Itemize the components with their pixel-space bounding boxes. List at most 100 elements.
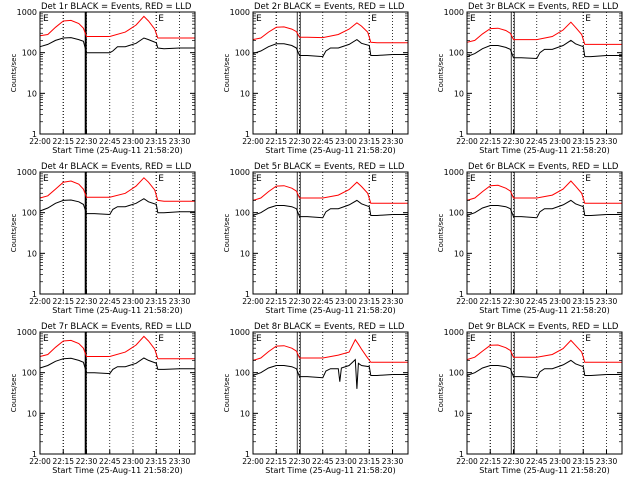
- y-tick-label: 10: [27, 89, 37, 98]
- y-axis-title: Counts/sec: [10, 54, 18, 93]
- y-tick-label: 100: [235, 369, 250, 378]
- lld-series-line: [252, 181, 408, 204]
- marker-label: E: [158, 174, 164, 184]
- x-tick-label: 23:00: [335, 457, 357, 466]
- x-tick-label: 23:30: [169, 297, 191, 306]
- panel-title: Det 2r BLACK = Events, RED = LLD: [254, 2, 405, 12]
- x-tick-label: 22:15: [52, 457, 74, 466]
- x-tick-label: 22:30: [289, 297, 311, 306]
- y-axis-title: Counts/sec: [223, 214, 231, 253]
- y-tick-label: 100: [235, 209, 250, 218]
- y-tick-label: 1: [459, 290, 464, 299]
- marker-label: E: [585, 334, 591, 344]
- x-tick-label: 23:15: [572, 457, 594, 466]
- panel-title: Det 6r BLACK = Events, RED = LLD: [468, 162, 619, 172]
- x-tick-label: 22:45: [99, 457, 121, 466]
- x-axis-title: Start Time (25-Aug-11 21:58:20): [52, 146, 183, 155]
- y-tick-label: 100: [449, 209, 464, 218]
- x-tick-label: 22:30: [76, 137, 98, 146]
- x-tick-label: 22:30: [289, 457, 311, 466]
- lld-series-line: [39, 15, 195, 39]
- y-tick-label: 10: [27, 409, 37, 418]
- plot-frame: [466, 11, 623, 135]
- detector-panel: Det 7r BLACK = Events, RED = LLD E E 1 10 100…: [10, 322, 196, 475]
- y-tick-label: 1: [459, 450, 464, 459]
- marker-label: E: [470, 334, 476, 344]
- detector-panel: Det 4r BLACK = Events, RED = LLD E E 1 10 100…: [10, 162, 196, 315]
- panel-title: Det 4r BLACK = Events, RED = LLD: [41, 162, 192, 172]
- plot-frame: [466, 331, 623, 455]
- x-tick-label: 22:00: [29, 457, 51, 466]
- x-tick-label: 22:15: [265, 137, 287, 146]
- lld-series-line: [39, 177, 195, 202]
- x-tick-label: 22:30: [503, 137, 525, 146]
- x-tick-label: 23:15: [572, 137, 594, 146]
- y-axis-title: Counts/sec: [437, 374, 445, 413]
- x-axis-title: Start Time (25-Aug-11 21:58:20): [52, 306, 183, 315]
- y-tick-label: 1000: [230, 328, 250, 337]
- events-series-line: [252, 199, 408, 219]
- y-tick-label: 1: [32, 290, 37, 299]
- events-series-line: [39, 37, 195, 54]
- detector-panel: Det 8r BLACK = Events, RED = LLD E E 1 10 100…: [223, 322, 409, 475]
- marker-label: E: [158, 14, 164, 24]
- x-axis-title: Start Time (25-Aug-11 21:58:20): [479, 146, 610, 155]
- detector-panel: Det 5r BLACK = Events, RED = LLD E E 1 10 100…: [223, 162, 409, 315]
- x-axis-title: Start Time (25-Aug-11 21:58:20): [52, 466, 183, 475]
- plot-frame: [39, 331, 196, 455]
- x-tick-label: 23:30: [382, 297, 404, 306]
- x-tick-label: 23:30: [382, 137, 404, 146]
- marker-label: E: [43, 334, 49, 344]
- marker-label: E: [470, 174, 476, 184]
- y-tick-label: 1000: [17, 168, 37, 177]
- x-tick-label: 23:15: [358, 457, 380, 466]
- x-tick-label: 22:00: [242, 137, 264, 146]
- x-tick-label: 22:30: [76, 297, 98, 306]
- x-tick-label: 23:00: [122, 297, 144, 306]
- events-series-line: [466, 359, 622, 379]
- x-tick-label: 23:00: [122, 457, 144, 466]
- x-tick-label: 22:45: [526, 457, 548, 466]
- x-tick-label: 22:15: [52, 297, 74, 306]
- y-tick-label: 10: [27, 249, 37, 258]
- x-tick-label: 23:00: [549, 457, 571, 466]
- y-axis-title: Counts/sec: [437, 54, 445, 93]
- y-tick-label: 1000: [444, 328, 464, 337]
- y-tick-label: 100: [22, 209, 37, 218]
- x-tick-label: 23:15: [145, 457, 167, 466]
- x-tick-label: 22:15: [265, 297, 287, 306]
- y-tick-label: 1000: [444, 168, 464, 177]
- plot-frame: [466, 171, 623, 295]
- x-tick-label: 23:30: [596, 297, 618, 306]
- x-tick-label: 23:00: [549, 297, 571, 306]
- y-tick-label: 10: [454, 409, 464, 418]
- y-axis-title: Counts/sec: [10, 214, 18, 253]
- y-tick-label: 1: [245, 450, 250, 459]
- marker-label: E: [43, 174, 49, 184]
- x-tick-label: 22:00: [456, 137, 478, 146]
- panel-title: Det 7r BLACK = Events, RED = LLD: [41, 322, 192, 332]
- y-tick-label: 10: [454, 89, 464, 98]
- x-tick-label: 22:00: [242, 297, 264, 306]
- x-tick-label: 22:15: [479, 297, 501, 306]
- x-tick-label: 22:45: [99, 297, 121, 306]
- events-series-line: [252, 358, 408, 389]
- events-series-line: [39, 357, 195, 375]
- y-tick-label: 1000: [17, 8, 37, 17]
- x-tick-label: 22:00: [29, 297, 51, 306]
- events-series-line: [466, 199, 622, 219]
- y-axis-title: Counts/sec: [437, 214, 445, 253]
- detector-panel: Det 3r BLACK = Events, RED = LLD E E 1 10 100…: [437, 2, 623, 155]
- x-tick-label: 23:15: [358, 297, 380, 306]
- x-tick-label: 23:15: [572, 297, 594, 306]
- x-tick-label: 22:00: [242, 457, 264, 466]
- x-tick-label: 23:00: [122, 137, 144, 146]
- x-axis-title: Start Time (25-Aug-11 21:58:20): [479, 466, 610, 475]
- x-tick-label: 22:45: [312, 137, 334, 146]
- lld-series-line: [466, 339, 622, 363]
- detector-panel: Det 6r BLACK = Events, RED = LLD E E 1 10 100…: [437, 162, 623, 315]
- x-tick-label: 22:30: [503, 297, 525, 306]
- x-tick-label: 23:30: [382, 457, 404, 466]
